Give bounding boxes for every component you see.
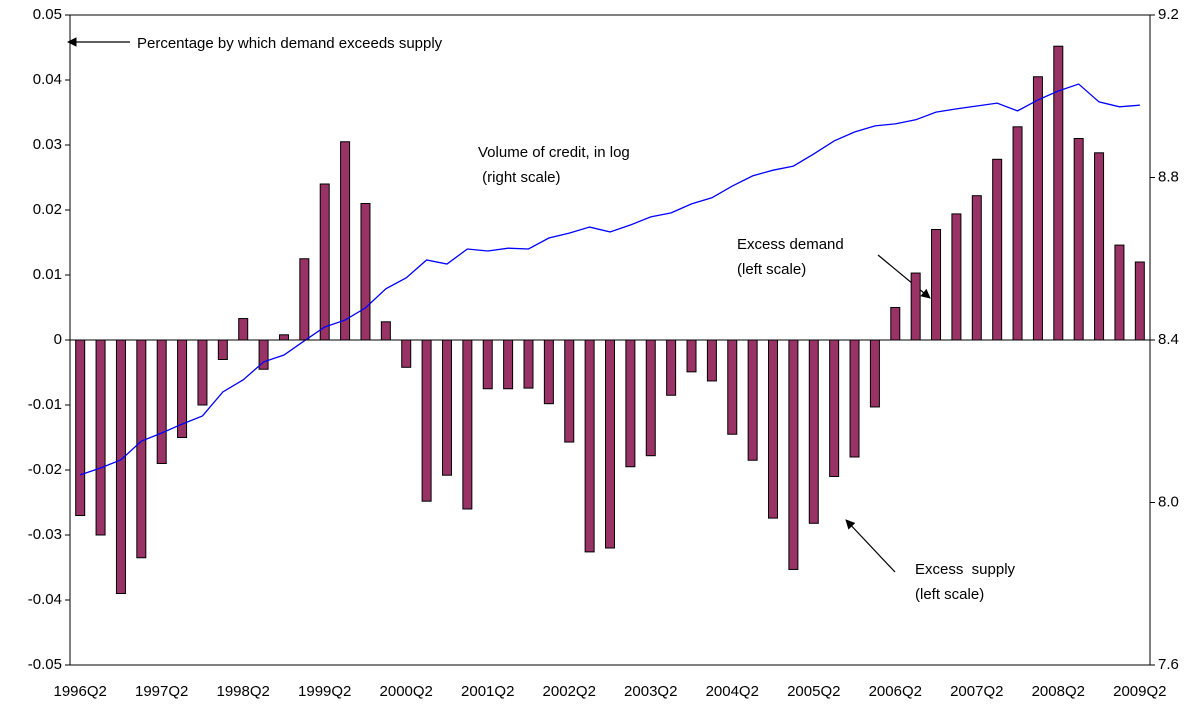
- bar: [340, 141, 351, 341]
- x-tick-label: 2005Q2: [787, 683, 840, 700]
- bar: [75, 339, 86, 516]
- bar: [910, 272, 921, 341]
- bar: [971, 195, 982, 341]
- bar: [727, 339, 738, 435]
- bar: [156, 339, 167, 464]
- x-tick-label: 1999Q2: [298, 683, 351, 700]
- bar: [503, 339, 514, 390]
- bar: [666, 339, 677, 396]
- y-tick-label: 0.03: [33, 136, 62, 153]
- y2-tick-label: 7.6: [1158, 656, 1179, 673]
- x-tick-label: 1996Q2: [53, 683, 106, 700]
- y-tick-label: 0: [54, 331, 62, 348]
- bar: [217, 339, 228, 360]
- bar: [299, 258, 310, 341]
- bar: [747, 339, 758, 461]
- bar: [951, 213, 962, 341]
- y2-tick-label: 8.8: [1158, 168, 1179, 185]
- bar: [605, 339, 615, 549]
- bar: [1134, 261, 1145, 341]
- y-tick-label: 0.02: [33, 201, 62, 218]
- y-tick-label: -0.01: [28, 396, 62, 413]
- y2-tick-label: 8.4: [1158, 331, 1179, 348]
- bar: [1094, 152, 1105, 341]
- y-tick-label: 0.01: [33, 266, 62, 283]
- bar: [441, 339, 452, 476]
- bar: [686, 339, 697, 373]
- arrow: [845, 519, 896, 573]
- x-tick-label: 2002Q2: [543, 683, 596, 700]
- bar: [380, 321, 391, 341]
- y2-tick-label: 9.2: [1158, 6, 1179, 23]
- annotation: Volume of credit, in log: [478, 144, 630, 161]
- bar: [482, 339, 493, 390]
- bar: [136, 339, 147, 559]
- bar: [421, 339, 432, 502]
- bar: [788, 339, 799, 570]
- bar: [706, 339, 717, 382]
- bar: [1012, 126, 1023, 341]
- bar: [584, 339, 595, 553]
- y2-tick-label: 8.0: [1158, 493, 1179, 510]
- bar: [95, 339, 106, 536]
- annotation: Percentage by which demand exceeds suppl…: [137, 35, 443, 52]
- annotation: (left scale): [915, 586, 984, 603]
- bar: [401, 339, 412, 368]
- bar: [890, 307, 901, 341]
- bar: [278, 334, 289, 341]
- y-tick-label: -0.04: [28, 591, 62, 608]
- bar: [829, 339, 840, 477]
- bar: [808, 339, 819, 524]
- bar: [115, 339, 126, 594]
- bar: [768, 339, 779, 519]
- x-tick-label: 2008Q2: [1032, 683, 1085, 700]
- bar: [319, 183, 330, 341]
- bar: [992, 158, 1003, 341]
- bar: [360, 203, 371, 341]
- x-tick-label: 2009Q2: [1113, 683, 1166, 700]
- x-tick-label: 2003Q2: [624, 683, 677, 700]
- bar: [645, 339, 656, 457]
- y-tick-label: -0.03: [28, 526, 62, 543]
- x-tick-label: 2007Q2: [950, 683, 1003, 700]
- annotation: Excess supply: [915, 561, 1016, 578]
- bar: [869, 339, 880, 408]
- annotation: (left scale): [737, 261, 806, 278]
- y-tick-label: -0.05: [28, 656, 62, 673]
- bar: [564, 339, 575, 443]
- y-tick-label: 0.04: [33, 71, 62, 88]
- line: [79, 83, 1140, 476]
- annotation: Excess demand: [737, 236, 844, 253]
- bar: [523, 339, 534, 389]
- x-tick-label: 2006Q2: [869, 683, 922, 700]
- bar: [625, 339, 636, 468]
- bar: [1114, 244, 1125, 341]
- x-tick-label: 2004Q2: [706, 683, 759, 700]
- bar: [931, 229, 942, 341]
- bar: [197, 339, 208, 406]
- y-tick-label: 0.05: [33, 6, 62, 23]
- x-tick-label: 1998Q2: [217, 683, 270, 700]
- bar: [543, 339, 554, 405]
- arrow: [877, 254, 931, 299]
- x-tick-label: 1997Q2: [135, 683, 188, 700]
- x-tick-label: 2001Q2: [461, 683, 514, 700]
- bar: [1032, 76, 1043, 341]
- bar: [1073, 138, 1084, 341]
- bar: [238, 318, 249, 341]
- x-tick-label: 2000Q2: [380, 683, 433, 700]
- annotation: (right scale): [478, 169, 561, 186]
- y-tick-label: -0.02: [28, 461, 62, 478]
- bar: [462, 339, 473, 510]
- bar: [849, 339, 860, 458]
